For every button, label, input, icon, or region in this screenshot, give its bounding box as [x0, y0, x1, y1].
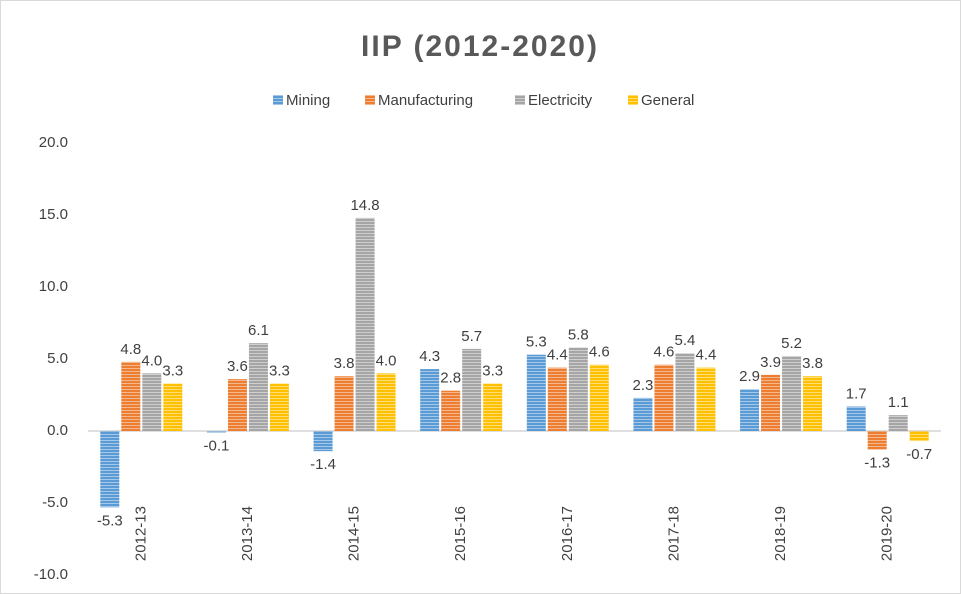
bar	[568, 347, 588, 431]
y-tick-label: 0.0	[47, 422, 68, 439]
bar	[227, 379, 247, 431]
data-label: 4.4	[547, 347, 568, 364]
x-tick-label: 2012-13	[132, 506, 149, 561]
data-label: 4.6	[589, 344, 610, 361]
legend-label: Manufacturing	[378, 92, 473, 109]
legend-label: Mining	[286, 92, 330, 109]
data-label: -1.4	[310, 456, 336, 473]
chart-title: IIP (2012-2020)	[361, 30, 599, 63]
bar	[313, 431, 333, 452]
data-label: 2.3	[633, 377, 654, 394]
bar	[355, 217, 375, 431]
data-label: 5.2	[781, 335, 802, 352]
legend-label: General	[641, 92, 694, 109]
data-label: 5.4	[675, 332, 696, 349]
bar	[420, 369, 440, 431]
bar	[654, 364, 674, 431]
bar	[526, 354, 546, 431]
y-tick-label: -10.0	[34, 566, 68, 583]
bar	[589, 364, 609, 431]
bar	[846, 406, 866, 431]
bar	[121, 361, 141, 431]
bar	[696, 367, 716, 431]
bar	[483, 383, 503, 431]
bar	[675, 353, 695, 431]
data-label: 3.3	[269, 362, 290, 379]
data-label: 5.8	[568, 326, 589, 343]
data-label: 6.1	[248, 322, 269, 339]
data-label: 3.3	[162, 362, 183, 379]
data-label: 3.6	[227, 358, 248, 375]
y-tick-label: 10.0	[39, 278, 68, 295]
bar	[867, 431, 887, 450]
bar	[740, 389, 760, 431]
y-tick-label: 15.0	[39, 206, 68, 223]
legend-swatch	[273, 95, 283, 105]
bar	[547, 367, 567, 431]
bar	[376, 373, 396, 431]
data-label: 3.8	[334, 355, 355, 372]
x-tick-label: 2014-15	[346, 506, 363, 561]
data-label: 1.1	[888, 394, 909, 411]
bar	[269, 383, 289, 431]
bar	[100, 431, 120, 508]
bar	[761, 374, 781, 431]
data-label: 5.3	[526, 334, 547, 351]
data-label: 4.0	[376, 352, 397, 369]
data-label: 1.7	[846, 385, 867, 402]
bar	[163, 383, 183, 431]
data-label: -1.3	[864, 455, 890, 472]
data-label: 3.3	[482, 362, 503, 379]
y-tick-label: 20.0	[39, 134, 68, 151]
data-label: 5.7	[461, 328, 482, 345]
bar	[206, 431, 226, 433]
bar	[909, 431, 929, 442]
bar	[334, 376, 354, 431]
data-label: 4.3	[419, 348, 440, 365]
data-label: -0.7	[906, 446, 932, 463]
data-label: 2.9	[739, 368, 760, 385]
data-label: 4.6	[654, 344, 675, 361]
data-label: 3.9	[760, 354, 781, 371]
bar	[888, 415, 908, 431]
x-tick-label: 2017-18	[665, 506, 682, 561]
x-tick-label: 2019-20	[879, 506, 896, 561]
x-tick-label: 2015-16	[452, 506, 469, 561]
data-label: 4.0	[141, 352, 162, 369]
bar	[248, 343, 268, 431]
data-label: -0.1	[204, 437, 230, 454]
bar	[803, 376, 823, 431]
legend-swatch	[628, 95, 638, 105]
bar	[462, 348, 482, 431]
bar	[782, 356, 802, 431]
data-label: 4.4	[696, 347, 717, 364]
legend-label: Electricity	[528, 92, 593, 109]
bar	[142, 373, 162, 431]
legend-swatch	[515, 95, 525, 105]
y-tick-label: -5.0	[42, 494, 68, 511]
y-tick-label: 5.0	[47, 350, 68, 367]
x-tick-label: 2016-17	[559, 506, 576, 561]
data-label: 2.8	[440, 370, 461, 387]
data-label: 14.8	[350, 197, 379, 214]
bar	[441, 390, 461, 431]
legend-swatch	[365, 95, 375, 105]
x-tick-label: 2018-19	[772, 506, 789, 561]
data-label: -5.3	[97, 512, 123, 529]
x-tick-label: 2013-14	[239, 506, 256, 561]
data-label: 3.8	[802, 355, 823, 372]
data-label: 4.8	[120, 341, 141, 358]
bar	[633, 397, 653, 431]
